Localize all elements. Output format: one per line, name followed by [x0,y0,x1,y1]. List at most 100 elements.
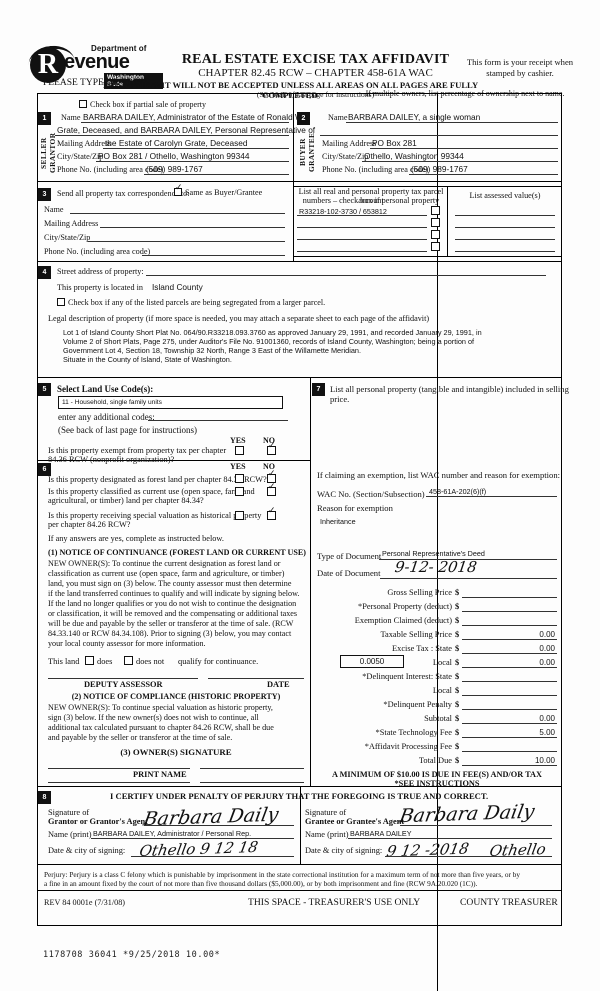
grantor-signature-rule[interactable] [144,825,294,826]
assessed-rule-1[interactable] [455,227,555,228]
land-use-code-field[interactable]: 11 - Household, single family units [58,396,283,409]
street-address-label: Street address of property: [57,267,144,276]
assessed-rule-2[interactable] [455,239,555,240]
personal-property-line1: List all personal property (tangible and… [330,384,569,394]
amount-rule-1[interactable] [462,611,557,612]
owner-printname-rule-2[interactable] [200,782,304,783]
agency-logo: R Department of evenue Washington State [27,43,163,89]
divider-left-right-lower [310,377,312,786]
parcel-rule-1[interactable] [297,227,427,228]
grantee-name-value: BARBARA DAILEY [350,829,412,838]
amount-rule-3[interactable] [462,639,557,640]
buyer-mailing-rule [370,148,558,149]
does-not-qualify-checkbox[interactable] [124,656,133,665]
local-rate-box[interactable]: 0.0050 [340,655,404,668]
segregated-row[interactable]: Check box if any of the listed parcels a… [57,298,325,307]
doc-type-rule[interactable] [379,559,557,560]
s6-q2-yes-checkbox[interactable] [235,487,244,496]
amount-rule-5[interactable] [462,667,557,668]
assessed-rule-0[interactable] [455,215,555,216]
amount-rule-10[interactable] [462,737,557,738]
grantee-name-rule[interactable] [348,838,552,839]
amount-label-7: Local [432,686,452,695]
correspondence-name-label: Name [44,205,64,214]
grantor-name-rule[interactable] [91,838,294,839]
s6-q2-no-checkbox[interactable] [267,483,276,496]
segregated-checkbox[interactable] [57,298,65,306]
compliance-line-3: and payable by the seller or transferor … [48,733,233,742]
parcel-personal-checkbox-1[interactable] [431,218,440,227]
seller-name-rule-1 [81,122,289,123]
grantee-signature-rule[interactable] [400,825,552,826]
deputy-assessor-date-rule[interactable] [208,678,304,679]
amount-label-0: Gross Selling Price [387,588,452,597]
does-qualify-checkbox[interactable] [85,656,94,665]
amount-rule-2[interactable] [462,625,557,626]
partial-sale-checkbox[interactable] [79,100,87,108]
parcel-rule-0[interactable] [297,215,427,216]
correspondence-phone-rule[interactable] [142,255,285,256]
partial-sale-checkbox-row[interactable]: Check box if partial sale of property [79,100,206,109]
continuance-line-4: If the land no longer qualifies or you d… [48,599,297,608]
deputy-assessor-label: DEPUTY ASSESSOR [84,680,163,689]
parcel-personal-checkbox-0[interactable] [431,206,440,215]
buyer-name-label: Name [328,113,348,122]
correspondence-mailing-rule[interactable] [100,227,285,228]
grantor-sig-label-1: Signature of [48,808,90,817]
s6-if-yes-note: If any answers are yes, complete as inst… [48,534,224,543]
legal-description-prompt: Legal description of property (if more s… [48,314,430,323]
assessed-heading: List assessed value(s) [469,191,541,200]
doc-type-value: Personal Representative's Deed [382,549,485,558]
same-as-buyer-checkbox[interactable] [174,184,183,196]
assessed-rule-3[interactable] [455,251,555,252]
exempt-yes-checkbox[interactable] [235,446,244,455]
amount-rule-4[interactable] [462,653,557,654]
exempt-question-line1: Is this property exempt from property ta… [48,446,227,455]
parcel-rule-3[interactable] [297,251,427,252]
s6-q3-no-checkbox[interactable] [267,507,276,520]
continuance-heading: (1) NOTICE OF CONTINUANCE (FOREST LAND O… [48,548,306,557]
amount-rule-7[interactable] [462,695,557,696]
amount-rule-12[interactable] [462,765,557,766]
parcel-personal-checkbox-3[interactable] [431,242,440,251]
owner-printname-rule-1[interactable] [48,782,190,783]
doc-date-rule[interactable] [380,578,557,579]
grantee-date-rule[interactable] [385,856,552,857]
amount-rule-8[interactable] [462,709,557,710]
same-as-buyer-row[interactable]: Same as Buyer/Grantee [174,184,262,197]
correspondence-citystate-label: City/State/Zip [44,233,91,242]
parcel-rule-2[interactable] [297,239,427,240]
parcel-value-0: R33218-102-3730 / 653812 [299,207,387,216]
buyer-citystate-value: Othello, Washington 99344 [364,151,464,161]
amount-rule-11[interactable] [462,751,557,752]
grantor-date-rule[interactable] [131,856,294,857]
doc-date-value: 9-12- 2018 [393,558,478,576]
wac-rule[interactable] [426,496,557,497]
deputy-assessor-sig-rule[interactable] [48,678,198,679]
perjury-line2: a fine in an amount fixed by the court o… [44,879,478,888]
buyer-phone-rule [409,174,558,175]
additional-codes-rule[interactable] [148,420,288,421]
amount-rule-9[interactable] [462,723,557,724]
located-in-value: Island County [152,282,203,292]
additional-codes-label: enter any additional codes: [58,412,155,422]
correspondence-name-rule[interactable] [70,213,285,214]
continuance-line-5: or classification, it will be removed an… [48,609,298,618]
amount-value-9: 0.00 [539,714,555,723]
amount-rule-6[interactable] [462,681,557,682]
s6-q1-yes-checkbox[interactable] [235,474,244,483]
owner-signature-rule-2[interactable] [200,768,304,769]
correspondence-citystate-rule[interactable] [88,241,285,242]
s6-q3-yes-checkbox[interactable] [235,511,244,520]
buyer-mailing-label: Mailing Address [322,139,377,148]
doc-type-label: Type of Document [317,551,382,561]
owner-signature-rule-1[interactable] [48,768,190,769]
compliance-heading: (2) NOTICE OF COMPLIANCE (HISTORIC PROPE… [71,692,281,701]
correspondence-prompt: Send all property tax correspondence to: [57,189,190,198]
street-address-rule[interactable] [146,275,546,276]
parcel-personal-checkbox-2[interactable] [431,230,440,239]
amount-rule-0[interactable] [462,597,557,598]
exempt-no-checkbox[interactable] [267,442,276,455]
s6-yes-header: YES [230,462,246,471]
amount-label-2: Exemption Claimed (deduct) [354,616,452,625]
